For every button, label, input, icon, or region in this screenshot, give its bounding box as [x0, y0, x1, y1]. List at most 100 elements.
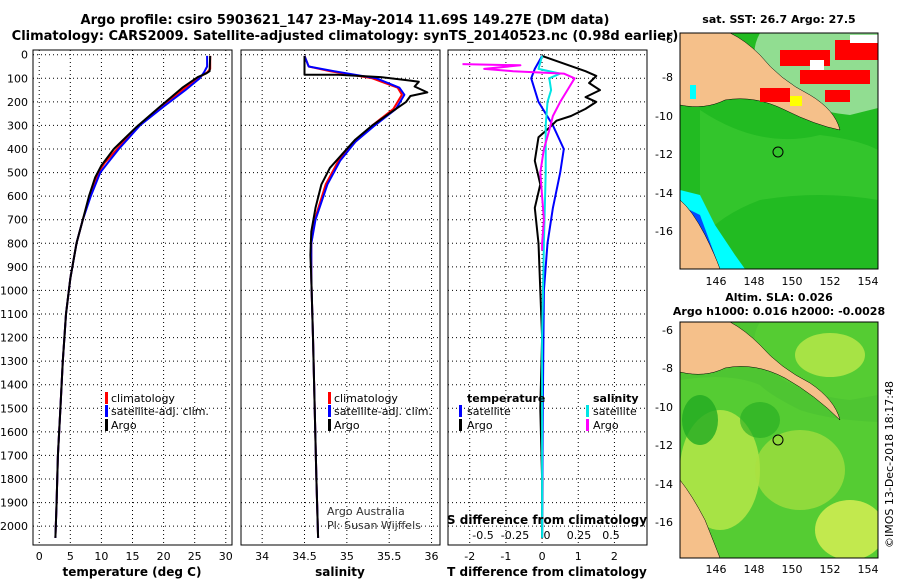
map-tick: -14: [655, 187, 673, 200]
depth-tick-label: 1900: [0, 497, 28, 510]
x-tick-label: 36: [425, 550, 439, 563]
legend-t-satellite: satellite: [467, 405, 511, 418]
depth-tick-label: 1600: [0, 426, 28, 439]
x-tick-label: 20: [157, 550, 171, 563]
series-line: [537, 55, 562, 538]
sla-map-title-2: Argo h1000: 0.016 h2000: -0.0028: [673, 305, 885, 318]
depth-tick-label: 500: [7, 167, 28, 180]
map-tick: -12: [655, 148, 673, 161]
map-tick: -8: [662, 362, 673, 375]
depth-tick-label: 400: [7, 143, 28, 156]
depth-tick-label: 600: [7, 190, 28, 203]
series-line: [54, 55, 212, 538]
depth-tick-label: 800: [7, 237, 28, 250]
x-tick-label: 34.5: [292, 550, 317, 563]
map-tick: -16: [655, 225, 673, 238]
sla-map-yticks: -6 -8 -10 -12 -14 -16: [655, 324, 673, 529]
map-tick: -10: [655, 401, 673, 414]
s-tick: 0.25: [567, 529, 592, 542]
legend-swatch-climatology: [328, 392, 331, 404]
legend-swatch-argo: [105, 419, 108, 431]
legend-swatch-t-satellite: [459, 405, 462, 417]
depth-tick-label: 1100: [0, 308, 28, 321]
timestamp: ©IMOS 13-Dec-2018 18:17:48: [883, 381, 896, 548]
map-tick: -16: [655, 516, 673, 529]
credit-line-1: Argo Australia: [327, 505, 405, 518]
map-tick: 152: [820, 275, 841, 288]
x-tick-label: 25: [188, 550, 202, 563]
x-tick-label: 30: [219, 550, 233, 563]
map-tick: 150: [782, 275, 803, 288]
depth-tick-label: 1300: [0, 355, 28, 368]
depth-tick-label: 1800: [0, 473, 28, 486]
sla-map-xticks: 146 148 150 152 154: [706, 563, 879, 576]
temperature-axis-label: temperature (deg C): [63, 565, 202, 579]
depth-tick-label: 700: [7, 214, 28, 227]
legend-satellite: satellite-adj. clim.: [334, 405, 432, 418]
map-tick: -6: [662, 324, 673, 337]
s-tick: -0.25: [501, 529, 529, 542]
map-tick: 154: [858, 275, 879, 288]
legend-swatch-satellite: [328, 405, 331, 417]
s-tick: 0: [544, 529, 551, 542]
series-line: [54, 55, 209, 538]
depth-tick-label: 1500: [0, 402, 28, 415]
sst-map-title: sat. SST: 26.7 Argo: 27.5: [702, 13, 855, 26]
x-tick-label: 0: [36, 550, 43, 563]
salinity-panel: [240, 49, 441, 546]
depth-tick-label: 1000: [0, 284, 28, 297]
sst-map-xticks: 146 148 150 152 154: [706, 275, 879, 288]
legend-climatology: climatology: [334, 392, 398, 405]
map-tick: 146: [706, 275, 727, 288]
depth-tick-label: 1400: [0, 379, 28, 392]
legend-satellite: satellite-adj. clim.: [111, 405, 209, 418]
map-tick: 148: [744, 275, 765, 288]
sla-map: [680, 322, 878, 558]
legend-climatology: climatology: [111, 392, 175, 405]
map-tick: 146: [706, 563, 727, 576]
legend-argo: Argo: [111, 419, 137, 432]
legend-t-argo: Argo: [467, 419, 493, 432]
map-tick: -14: [655, 478, 673, 491]
depth-tick-label: 1200: [0, 332, 28, 345]
map-tick: -6: [662, 33, 673, 46]
depth-tick-label: 1700: [0, 449, 28, 462]
depth-tick-label: 2000: [0, 520, 28, 533]
map-tick: 150: [782, 563, 803, 576]
series-line: [54, 55, 212, 538]
legend-s-satellite: satellite: [593, 405, 637, 418]
s-difference-ticks: -0.5 -0.25 0 0.25 0.5: [472, 529, 619, 542]
series-line: [462, 63, 576, 251]
x-tick-label: 35: [340, 550, 354, 563]
legend-salinity-heading: salinity: [593, 392, 639, 405]
x-tick-label: 10: [94, 550, 108, 563]
series-line: [303, 55, 406, 538]
s-difference-axis-label: S difference from climatology: [447, 513, 647, 527]
map-tick: 154: [858, 563, 879, 576]
x-tick-label: 15: [126, 550, 140, 563]
map-tick: 148: [744, 563, 765, 576]
series-line: [530, 55, 565, 538]
legend-swatch-s-satellite: [586, 405, 589, 417]
legend-swatch-climatology: [105, 392, 108, 404]
map-tick: 152: [820, 563, 841, 576]
depth-tick-label: 100: [7, 72, 28, 85]
legend-swatch-t-argo: [459, 419, 462, 431]
depth-tick-label: 0: [21, 49, 28, 62]
legend-swatch-s-argo: [586, 419, 589, 431]
t-difference-axis-label: T difference from climatology: [447, 565, 647, 579]
depth-tick-label: 200: [7, 96, 28, 109]
s-tick: 0.5: [602, 529, 620, 542]
x-tick-label: -2: [464, 550, 475, 563]
map-tick: -10: [655, 110, 673, 123]
legend-swatch-argo: [328, 419, 331, 431]
legend-s-argo: Argo: [593, 419, 619, 432]
legend-swatch-satellite: [105, 405, 108, 417]
map-tick: -12: [655, 439, 673, 452]
map-tick: -8: [662, 71, 673, 84]
depth-tick-label: 300: [7, 119, 28, 132]
x-tick-label: -1: [500, 550, 511, 563]
x-tick-label: 35.5: [377, 550, 402, 563]
series-line: [303, 55, 403, 538]
